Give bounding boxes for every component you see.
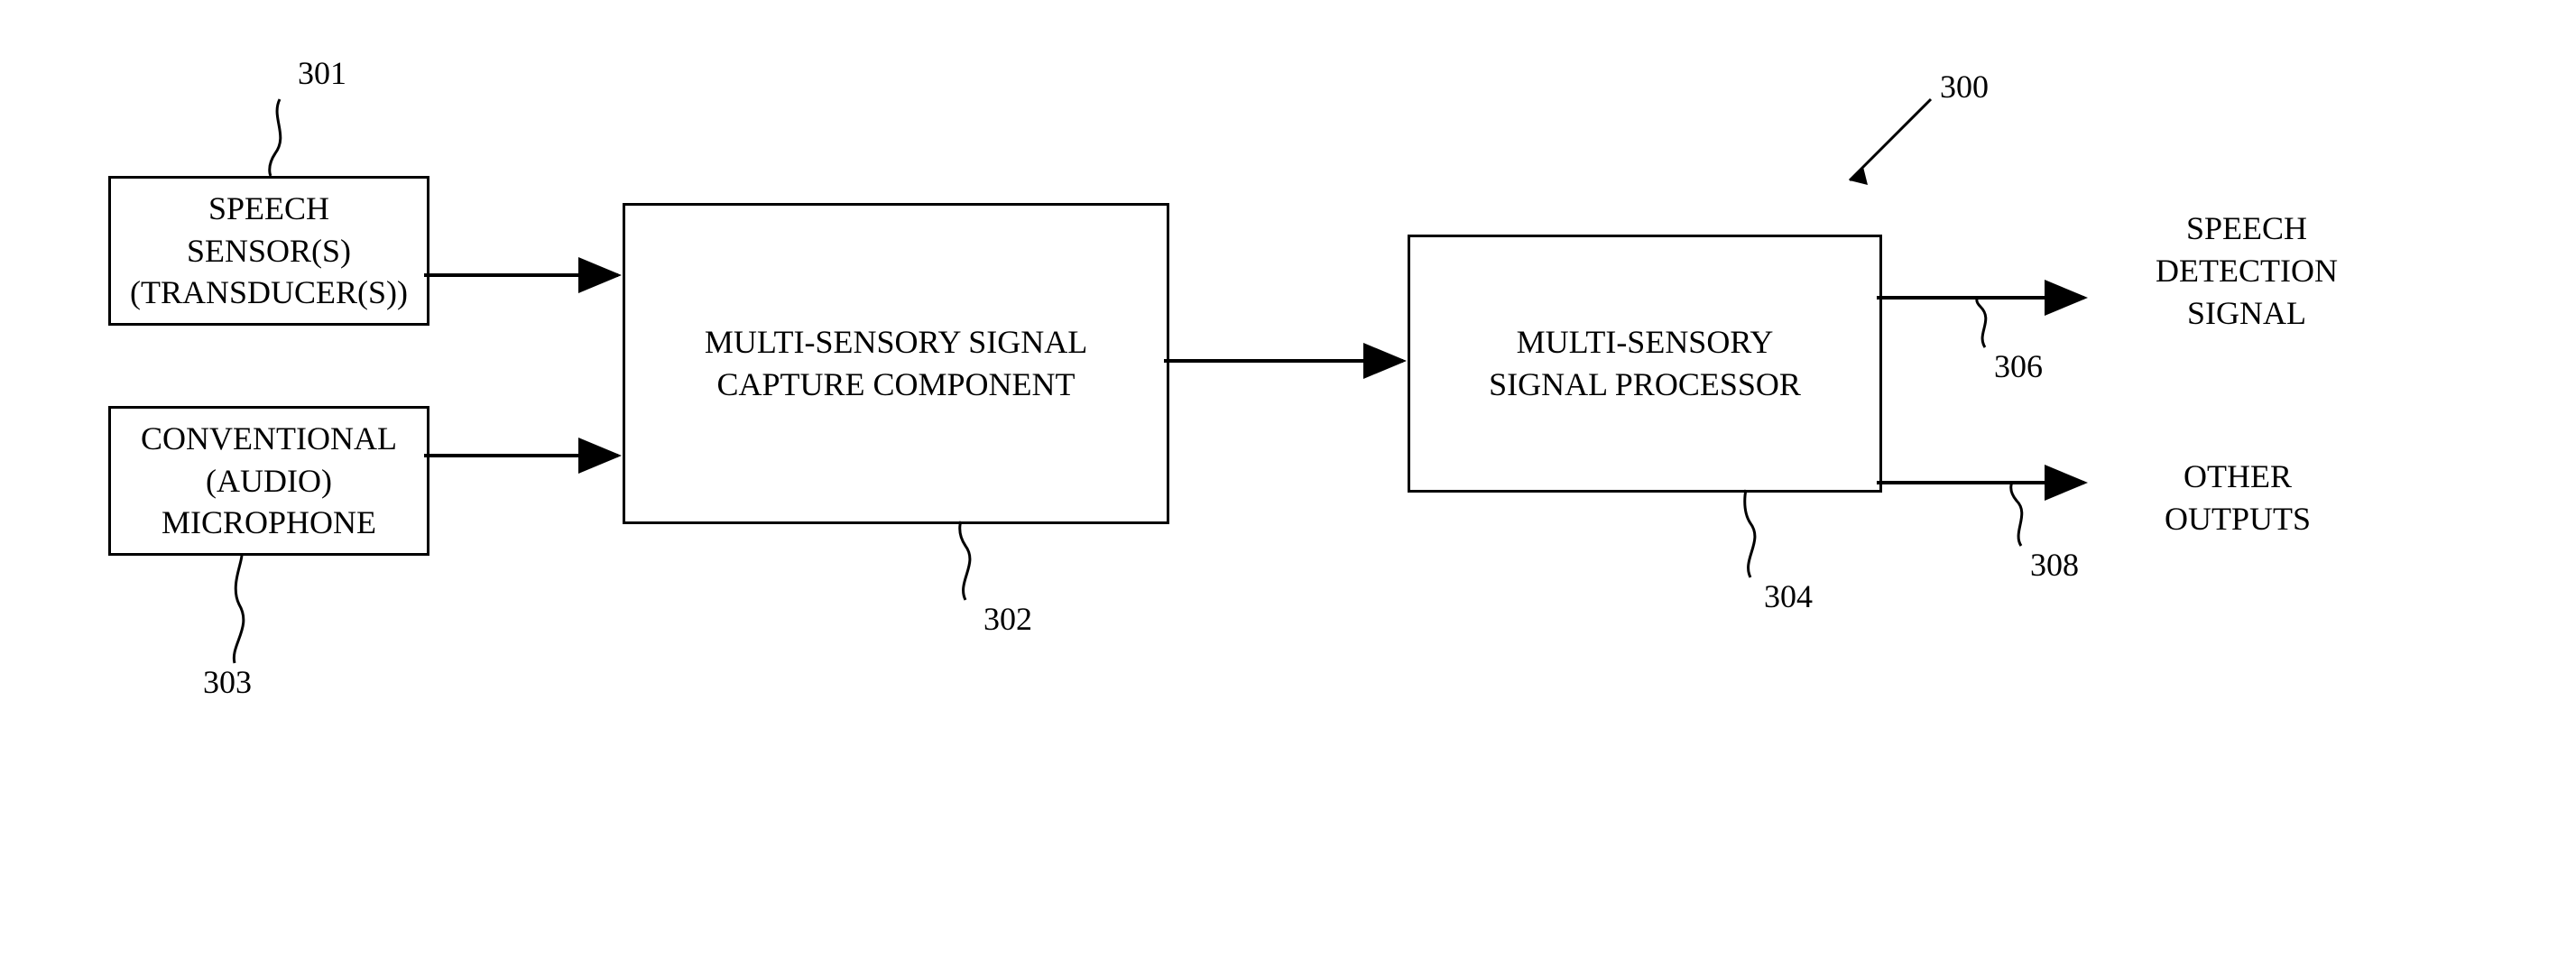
block-speech-sensor: SPEECHSENSOR(S)(TRANSDUCER(S)) (108, 176, 429, 326)
output-other: OTHEROUTPUTS (2147, 456, 2328, 540)
squiggle-302 (960, 521, 970, 600)
squiggle-300 (1850, 99, 1931, 180)
ref-302: 302 (983, 600, 1032, 638)
arrow-300-head (1850, 167, 1868, 185)
squiggle-304 (1745, 490, 1755, 577)
ref-301: 301 (298, 54, 346, 92)
block-signal-processor-label: MULTI-SENSORYSIGNAL PROCESSOR (1489, 321, 1801, 406)
block-microphone-label: CONVENTIONAL(AUDIO)MICROPHONE (141, 418, 397, 544)
ref-308: 308 (2030, 546, 2079, 584)
output-speech-detection: SPEECHDETECTIONSIGNAL (2120, 207, 2373, 334)
block-capture-component: MULTI-SENSORY SIGNALCAPTURE COMPONENT (623, 203, 1169, 524)
block-speech-sensor-label: SPEECHSENSOR(S)(TRANSDUCER(S)) (130, 188, 408, 314)
squiggle-303 (234, 555, 244, 663)
output-other-text: OTHEROUTPUTS (2165, 458, 2311, 537)
squiggle-308 (2011, 483, 2022, 546)
squiggle-301 (270, 99, 281, 176)
block-signal-processor: MULTI-SENSORYSIGNAL PROCESSOR (1408, 235, 1882, 493)
block-capture-component-label: MULTI-SENSORY SIGNALCAPTURE COMPONENT (705, 321, 1087, 406)
ref-306: 306 (1994, 347, 2043, 385)
ref-303: 303 (203, 663, 252, 701)
block-microphone: CONVENTIONAL(AUDIO)MICROPHONE (108, 406, 429, 556)
output-speech-detection-text: SPEECHDETECTIONSIGNAL (2156, 210, 2338, 331)
ref-304: 304 (1764, 577, 1813, 615)
ref-300: 300 (1940, 68, 1989, 106)
squiggle-306 (1977, 298, 1986, 347)
